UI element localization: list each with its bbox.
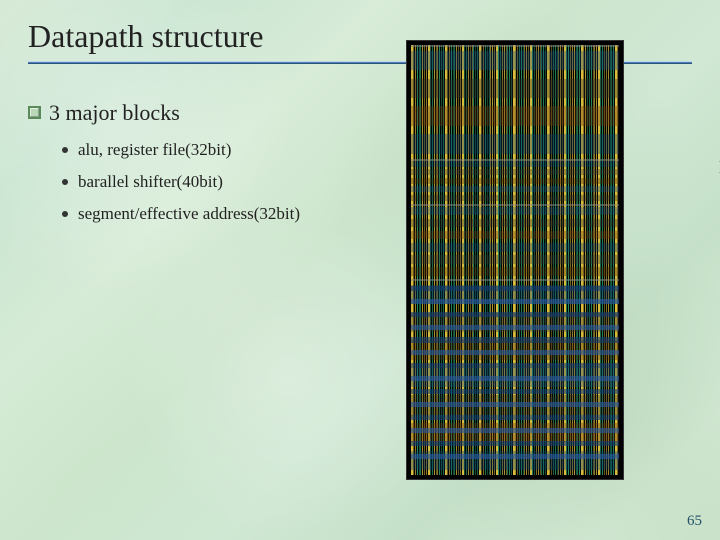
sub-bullet-item: alu, register file(32bit)	[62, 140, 328, 160]
page-number: 65	[687, 513, 702, 530]
dot-bullet-icon	[62, 147, 68, 153]
diagram-column: Segment,EABarrel ShifterALURegister File	[338, 40, 692, 480]
sub-bullet-item: segment/effective address(32bit)	[62, 204, 328, 224]
sub-bullet-text: alu, register file(32bit)	[78, 140, 231, 160]
main-bullet-text: 3 major blocks	[49, 100, 180, 126]
sub-bullet-text: barallel shifter(40bit)	[78, 172, 223, 192]
dot-bullet-icon	[62, 179, 68, 185]
sub-bullet-item: barallel shifter(40bit)	[62, 172, 328, 192]
sub-bullet-list: alu, register file(32bit) barallel shifte…	[28, 140, 328, 224]
square-bullet-icon	[28, 106, 41, 119]
sub-bullet-text: segment/effective address(32bit)	[78, 204, 300, 224]
main-bullet: 3 major blocks	[28, 100, 328, 126]
chip-layout-image	[406, 40, 624, 480]
bullet-column: 3 major blocks alu, register file(32bit)…	[28, 92, 328, 480]
dot-bullet-icon	[62, 211, 68, 217]
